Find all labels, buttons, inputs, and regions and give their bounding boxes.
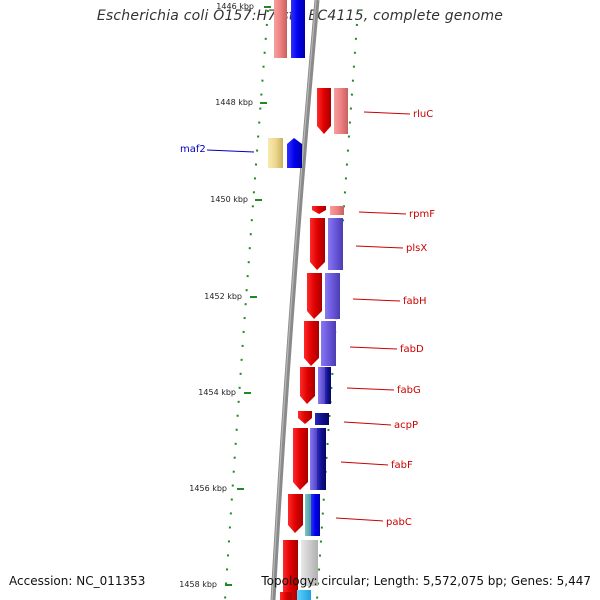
kbp-ticks: 1446 kbp 1448 kbp 1450 kbp 1452 kbp 1454…: [179, 2, 271, 589]
tick-label: 1450 kbp: [210, 195, 248, 204]
leader-line-plsX: [355, 245, 404, 249]
gene-arrow[interactable]: [318, 367, 326, 404]
tick-label: 1448 kbp: [215, 98, 253, 107]
leader-line-rpmF: [358, 211, 407, 215]
gene-label-rpmF[interactable]: rpmF: [409, 209, 435, 220]
leader-line-fabF: [340, 461, 389, 466]
genome-backbone-highlight: [271, 0, 317, 600]
tick-label: 1454 kbp: [198, 388, 236, 397]
gene-arrow[interactable]: [305, 494, 312, 536]
gene-label-pabC[interactable]: pabC: [386, 517, 412, 528]
tick-label: 1446 kbp: [216, 2, 254, 11]
gene-arrow[interactable]: [310, 428, 318, 490]
gene-arrow-fabF[interactable]: [293, 428, 308, 490]
gene-arrow[interactable]: [325, 273, 340, 319]
gene-arrow[interactable]: [268, 138, 283, 168]
gene-features: [268, 0, 348, 600]
gene-arrow[interactable]: [317, 428, 326, 490]
gene-arrow-plsX[interactable]: [310, 218, 325, 270]
accession-text: Accession: NC_011353: [9, 574, 146, 588]
gene-arrow-fabH[interactable]: [307, 273, 322, 319]
topology-text: Topology: circular; Length: 5,572,075 bp…: [261, 574, 591, 588]
gene-label-plsX[interactable]: plsX: [406, 243, 427, 254]
tick-label: 1458 kbp: [179, 580, 217, 589]
gene-arrow[interactable]: [301, 540, 318, 586]
gene-arrow[interactable]: [334, 88, 348, 134]
tick-label: 1452 kbp: [204, 292, 242, 301]
gene-arrow[interactable]: [297, 590, 311, 600]
gene-labels: rluC maf2 rpmF plsX fabH fabD fabG acpP …: [180, 109, 435, 528]
gene-arrow-maf2[interactable]: [287, 138, 302, 168]
gene-label-fabG[interactable]: fabG: [397, 385, 421, 396]
gene-arrow-fabD[interactable]: [304, 321, 319, 366]
leader-line-fabD: [349, 346, 398, 350]
gene-arrow[interactable]: [330, 206, 344, 215]
gene-arrow-rpmF[interactable]: [312, 206, 326, 214]
gene-arrow[interactable]: [274, 0, 287, 58]
leader-line-fabH: [352, 298, 401, 302]
leader-line-pabC: [335, 517, 384, 522]
gene-arrow[interactable]: [311, 494, 320, 536]
gene-label-acpP[interactable]: acpP: [394, 420, 418, 431]
genome-backbone: [270, 0, 320, 600]
gene-arrow[interactable]: [291, 0, 305, 58]
leader-line-fabG: [346, 387, 395, 391]
gene-arrow-rluC[interactable]: [317, 88, 331, 134]
tick-label: 1456 kbp: [189, 484, 227, 493]
gene-arrow[interactable]: [283, 540, 298, 600]
gene-label-maf2[interactable]: maf2: [180, 144, 206, 155]
gene-arrow[interactable]: [280, 592, 292, 600]
gene-arrow[interactable]: [328, 218, 343, 270]
leader-line-maf2: [206, 149, 255, 153]
gene-arrow-acpP[interactable]: [298, 411, 312, 424]
leader-line-acpP: [343, 421, 392, 426]
label-leaders: [206, 111, 411, 522]
gene-label-fabD[interactable]: fabD: [400, 344, 424, 355]
gene-label-fabF[interactable]: fabF: [391, 460, 413, 471]
gene-arrow-pabC[interactable]: [288, 494, 303, 533]
gene-arrow-fabG[interactable]: [300, 367, 315, 404]
leader-line-rluC: [363, 111, 411, 115]
gene-arrow[interactable]: [321, 321, 336, 366]
gene-arrow[interactable]: [315, 413, 329, 425]
gene-arrow[interactable]: [325, 367, 331, 404]
gene-label-rluC[interactable]: rluC: [413, 109, 433, 120]
gene-label-fabH[interactable]: fabH: [403, 296, 427, 307]
